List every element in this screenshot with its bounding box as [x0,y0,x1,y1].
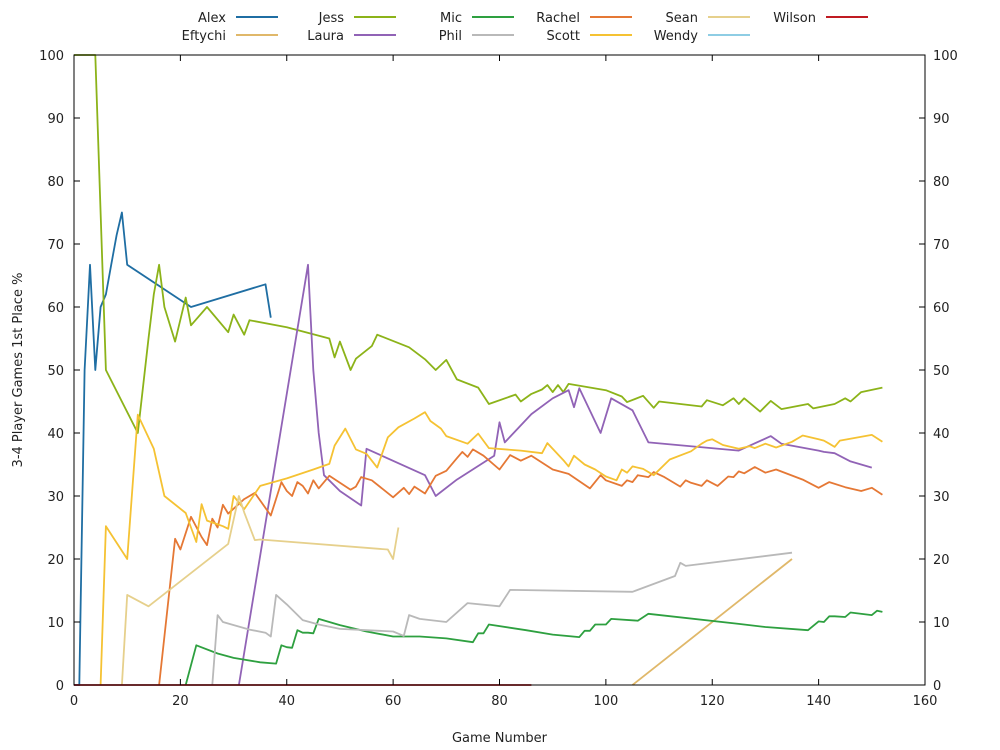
series-line-jess [74,54,883,434]
y-tick-label: 100 [39,49,64,64]
series-line-phil [211,551,793,686]
x-tick-label: 100 [593,694,618,709]
x-tick-label: 40 [278,694,295,709]
legend-label: Scott [546,29,580,44]
series-layer [74,54,883,686]
legend-item-laura: Laura [307,29,396,44]
y-tick-label-right: 50 [933,364,950,379]
legend: Alex Eftychi Jess Laura Mic Phil Rachel Scott Se… [182,11,868,44]
y-tick-label: 0 [56,679,64,694]
y-axis-title: 3-4 Player Games 1st Place % [11,273,26,468]
y-tick-label-right: 20 [933,553,950,568]
y-tick-label-right: 100 [933,49,958,64]
legend-item-rachel: Rachel [536,11,632,26]
legend-label: Wendy [654,29,699,44]
x-tick-label: 160 [913,694,938,709]
legend-item-sean: Sean [666,11,750,26]
legend-label: Phil [439,29,462,44]
legend-item-wilson: Wilson [773,11,868,26]
y-tick-label: 60 [47,301,64,316]
x-tick-label: 20 [172,694,189,709]
y-tick-label: 20 [47,553,64,568]
x-tick-label: 60 [385,694,402,709]
legend-label: Jess [318,11,345,26]
legend-item-mic: Mic [440,11,514,26]
y-tick-label-right: 10 [933,616,950,631]
x-axis-title: Game Number [452,731,548,746]
legend-label: Eftychi [182,29,226,44]
plot-frame [73,54,926,686]
x-tick-label: 80 [491,694,508,709]
series-line-rachel [158,448,883,686]
series-line-sean [121,495,400,686]
series-line-eftychi [631,558,793,686]
series-line-laura [238,263,873,686]
legend-item-scott: Scott [546,29,632,44]
legend-label: Wilson [773,11,816,26]
y-tick-label: 50 [47,364,64,379]
legend-item-wendy: Wendy [654,29,750,44]
legend-item-alex: Alex [198,11,278,26]
x-tick-label: 0 [70,694,78,709]
y-tick-label: 90 [47,112,64,127]
y-tick-label: 40 [47,427,64,442]
y-tick-label-right: 60 [933,301,950,316]
legend-label: Mic [440,11,462,26]
series-line-scott [99,411,883,686]
legend-item-eftychi: Eftychi [182,29,278,44]
series-line-alex [74,211,272,686]
y-tick-label-right: 90 [933,112,950,127]
y-tick-label-right: 70 [933,238,950,253]
y-tick-label: 80 [47,175,64,190]
y-tick-label-right: 40 [933,427,950,442]
y-tick-label-right: 30 [933,490,950,505]
x-tick-label: 140 [806,694,831,709]
legend-label: Alex [198,11,226,26]
legend-label: Laura [307,29,344,44]
legend-label: Rachel [536,11,580,26]
y-tick-label: 30 [47,490,64,505]
x-tick-label: 120 [700,694,725,709]
legend-item-jess: Jess [318,11,396,26]
y-tick-label: 70 [47,238,64,253]
y-tick-label-right: 80 [933,175,950,190]
y-tick-label-right: 0 [933,679,941,694]
y-tick-label: 10 [47,616,64,631]
legend-item-phil: Phil [439,29,514,44]
legend-label: Sean [666,11,698,26]
series-line-mic [184,609,883,686]
